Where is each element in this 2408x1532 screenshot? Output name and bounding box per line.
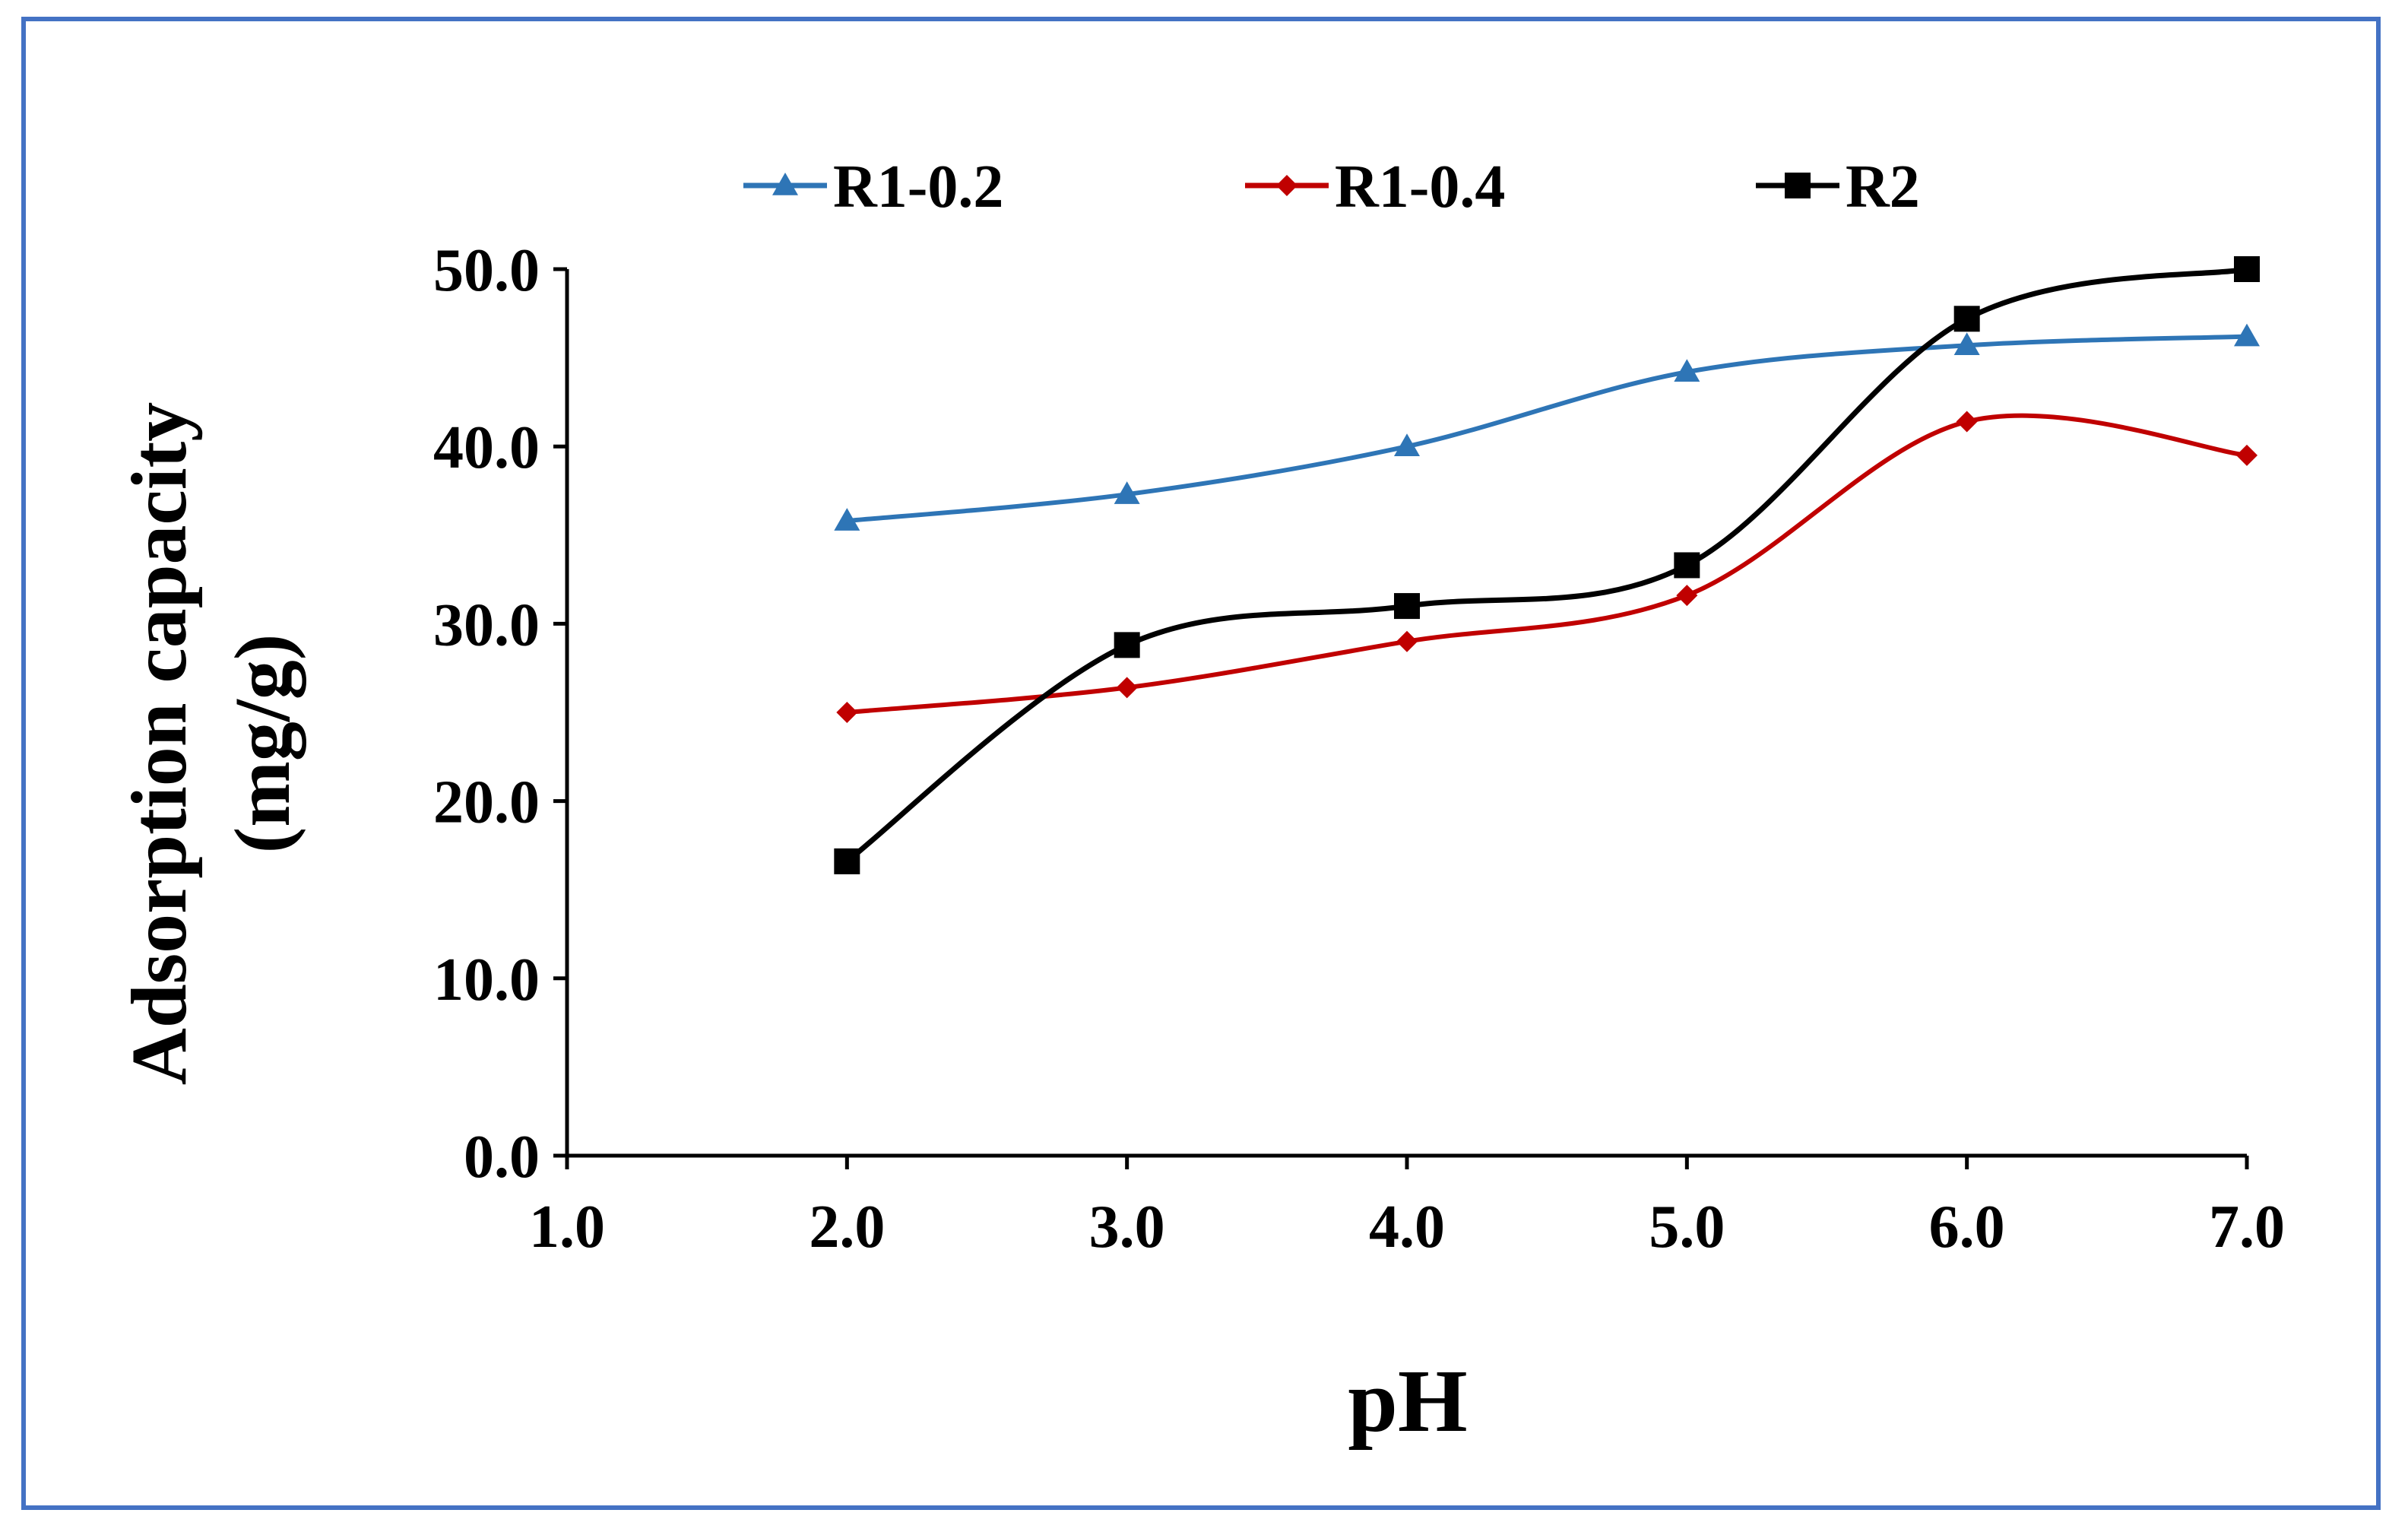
legend-label-R2: R2 <box>1846 154 1920 220</box>
legend-item-R1-0.2: R1-0.2 <box>743 154 1003 220</box>
series-group <box>834 256 2260 874</box>
data-point-R1-0.2 <box>1114 481 1140 504</box>
legend-label-R1-0.4: R1-0.4 <box>1335 154 1505 220</box>
series-R2 <box>834 256 2260 874</box>
legend-label-R1-0.2: R1-0.2 <box>833 154 1003 220</box>
series-R1-0.4 <box>836 411 2258 723</box>
data-point-R2 <box>2234 256 2260 282</box>
data-point-R1-0.2 <box>2234 323 2260 347</box>
legend-item-R2: R2 <box>1756 154 1920 220</box>
y-tick-label: 20.0 <box>433 769 540 836</box>
data-point-R1-0.2 <box>1953 332 1980 356</box>
data-point-R1-0.4 <box>2236 444 2258 466</box>
data-point-R1-0.4 <box>836 702 858 723</box>
series-line-R2 <box>845 266 2248 864</box>
x-tick-label: 2.0 <box>809 1194 885 1261</box>
chart-frame: R1-0.2 R1-0.4 R2 0.0 10.0 20.0 30.0 40.0 50.0 1.… <box>21 17 2381 1510</box>
y-axis-label: Adsorption capacity (mg/g) <box>116 402 306 1085</box>
series-line-R1-0.4 <box>847 413 2248 715</box>
y-tick-label: 0.0 <box>464 1124 540 1191</box>
y-axis-label-line2: (mg/g) <box>219 634 306 854</box>
data-point-R2 <box>1394 593 1420 620</box>
y-tick-label: 50.0 <box>433 237 540 304</box>
x-tick-label: 3.0 <box>1089 1194 1165 1261</box>
y-axis-label-line1: Adsorption capacity <box>116 402 203 1085</box>
series-R1-0.2 <box>834 323 2260 531</box>
x-tick-label: 6.0 <box>1929 1194 2005 1261</box>
x-tick-label: 4.0 <box>1369 1194 1445 1261</box>
data-point-R2 <box>1674 552 1700 579</box>
data-point-R1-0.2 <box>834 508 860 531</box>
legend-marker-R2 <box>1785 173 1811 198</box>
data-point-R2 <box>834 848 860 874</box>
data-point-R2 <box>1114 632 1140 658</box>
legend-marker-R1-0.4 <box>1276 175 1297 196</box>
legend: R1-0.2 R1-0.4 R2 <box>743 154 1920 220</box>
data-point-R1-0.4 <box>1396 630 1418 652</box>
data-point-R1-0.2 <box>1394 433 1420 456</box>
axes: 0.0 10.0 20.0 30.0 40.0 50.0 1.0 2.0 3.0 4.0 5.0 6.… <box>433 237 2285 1261</box>
y-tick-label: 40.0 <box>433 414 540 481</box>
data-point-R1-0.4 <box>1956 411 1978 433</box>
legend-item-R1-0.4: R1-0.4 <box>1245 154 1505 220</box>
x-axis-label: pH <box>1348 1351 1467 1451</box>
data-point-R1-0.2 <box>1674 359 1700 382</box>
x-tick-label: 7.0 <box>2209 1194 2285 1261</box>
x-tick-label: 1.0 <box>529 1194 605 1261</box>
series-line-R1-0.2 <box>847 334 2248 524</box>
data-point-R1-0.4 <box>1116 677 1138 699</box>
y-tick-label: 10.0 <box>433 947 540 1013</box>
data-point-R1-0.4 <box>1676 585 1698 607</box>
x-tick-label: 5.0 <box>1649 1194 1725 1261</box>
chart: R1-0.2 R1-0.4 R2 0.0 10.0 20.0 30.0 40.0 50.0 1.… <box>116 154 2285 1451</box>
data-point-R2 <box>1953 306 1980 332</box>
legend-marker-R1-0.2 <box>772 173 798 195</box>
y-tick-label: 30.0 <box>433 592 540 658</box>
